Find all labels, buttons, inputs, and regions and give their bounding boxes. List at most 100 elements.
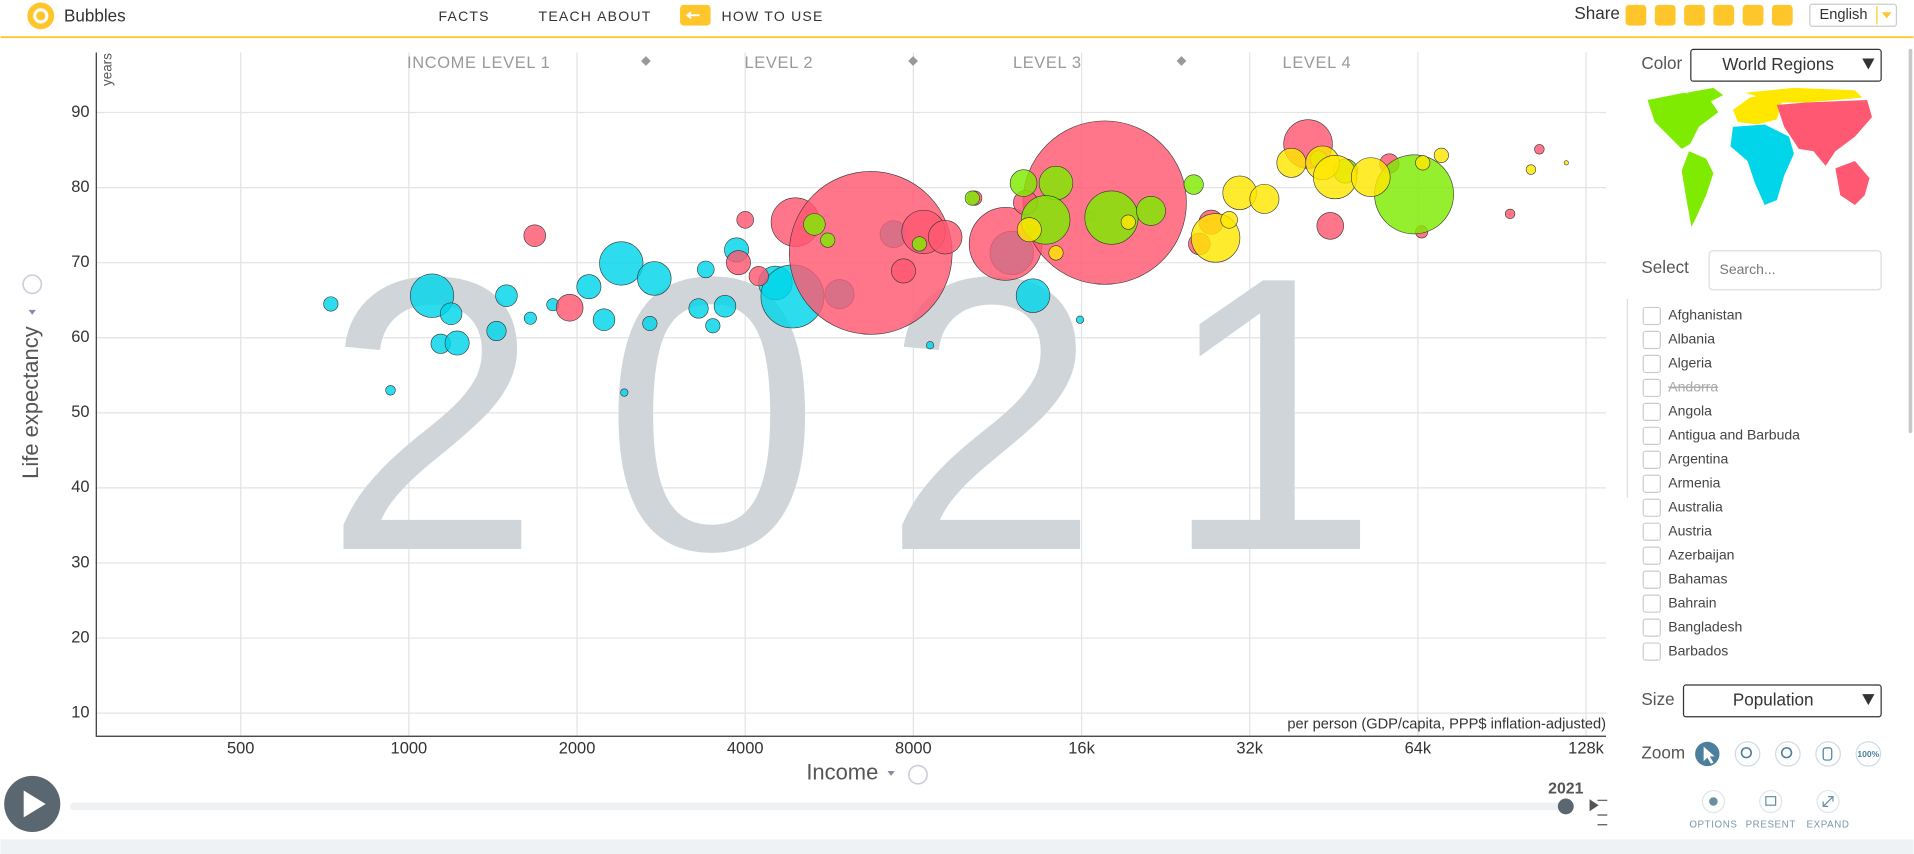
country-name[interactable]: Austria: [1668, 522, 1712, 538]
nav-item[interactable]: TEACH: [539, 8, 593, 24]
country-checkbox[interactable]: [1642, 570, 1661, 589]
slider-end[interactable]: [1589, 799, 1608, 826]
bubble[interactable]: [713, 295, 737, 318]
expand-icon[interactable]: [1816, 789, 1840, 814]
bubble[interactable]: [555, 293, 584, 322]
country-checkbox[interactable]: [1642, 474, 1661, 493]
bubble[interactable]: [1048, 245, 1064, 261]
bubble[interactable]: [444, 330, 470, 356]
bubble[interactable]: [495, 284, 518, 307]
search-box[interactable]: [1708, 250, 1882, 291]
bubble[interactable]: [1136, 195, 1166, 226]
country-name[interactable]: Algeria: [1668, 355, 1712, 371]
bubble[interactable]: [637, 261, 672, 296]
country-checkbox[interactable]: [1642, 378, 1661, 398]
bubble[interactable]: [1249, 183, 1280, 214]
country-checkbox[interactable]: [1642, 306, 1661, 326]
nav-item[interactable]: FACTS: [439, 8, 490, 24]
bubble[interactable]: [1313, 155, 1358, 200]
color-select[interactable]: [1690, 48, 1882, 82]
country-checkbox[interactable]: [1642, 498, 1661, 517]
present-icon[interactable]: [1759, 789, 1783, 814]
how-to-use[interactable]: HOW TO USE: [722, 8, 824, 24]
slider-handle[interactable]: [1557, 798, 1574, 815]
sidebar-button-label[interactable]: OPTIONS: [1689, 819, 1737, 830]
share-embed[interactable]: [1771, 4, 1793, 26]
x-help[interactable]: [908, 764, 928, 785]
bubble[interactable]: [592, 308, 616, 331]
bubble[interactable]: [911, 236, 927, 252]
zoom-in[interactable]: [1734, 741, 1761, 767]
bubble[interactable]: [803, 213, 826, 236]
bubble[interactable]: [697, 260, 715, 279]
zoom-pan[interactable]: [1815, 741, 1841, 767]
bubble[interactable]: [736, 211, 754, 229]
country-checkbox[interactable]: [1642, 642, 1661, 661]
zoom-reset[interactable]: [1855, 741, 1882, 767]
country-name[interactable]: Bahrain: [1668, 594, 1716, 610]
bubble[interactable]: [964, 190, 980, 206]
country-checkbox[interactable]: [1642, 402, 1661, 422]
size-select[interactable]: [1682, 684, 1882, 718]
country-name[interactable]: Australia: [1668, 498, 1723, 514]
bubble[interactable]: [620, 388, 629, 397]
bubble[interactable]: [1016, 217, 1042, 243]
country-checkbox[interactable]: [1642, 450, 1661, 469]
bubble[interactable]: [439, 302, 463, 325]
bubble[interactable]: [928, 219, 963, 255]
sidebar-button-label[interactable]: EXPAND: [1807, 819, 1850, 830]
bubble[interactable]: [1183, 174, 1204, 195]
country-checkbox[interactable]: [1642, 426, 1661, 445]
sidebar-button-label[interactable]: PRESENT: [1746, 819, 1796, 830]
language-select[interactable]: [1809, 3, 1898, 27]
bubble[interactable]: [1433, 147, 1449, 163]
bubble[interactable]: [705, 318, 721, 334]
bubble[interactable]: [523, 311, 537, 325]
bubble[interactable]: [642, 315, 658, 332]
bubble[interactable]: [820, 232, 836, 248]
zoom-out[interactable]: [1775, 741, 1801, 767]
country-checkbox[interactable]: [1642, 546, 1661, 565]
bubble[interactable]: [1415, 155, 1431, 171]
bubble[interactable]: [748, 266, 769, 287]
share-facebook[interactable]: [1684, 4, 1705, 26]
bubble[interactable]: [1120, 214, 1136, 230]
bubble[interactable]: [1276, 147, 1307, 178]
country-name[interactable]: Argentina: [1668, 451, 1728, 467]
bubble[interactable]: [1038, 165, 1074, 201]
bubble[interactable]: [523, 224, 546, 247]
bubble[interactable]: [1220, 211, 1238, 229]
bubble[interactable]: [1525, 164, 1537, 175]
country-checkbox[interactable]: [1642, 354, 1661, 374]
country-name[interactable]: Azerbaijan: [1668, 546, 1734, 562]
share-link[interactable]: [1713, 4, 1735, 26]
bubble[interactable]: [576, 274, 602, 300]
share-download[interactable]: [1742, 4, 1764, 26]
country-checkbox[interactable]: [1642, 330, 1661, 350]
bubble[interactable]: [1504, 208, 1516, 220]
y-help[interactable]: [22, 274, 43, 295]
bubble[interactable]: [1009, 169, 1038, 197]
bubble[interactable]: [1350, 157, 1391, 197]
bubble[interactable]: [599, 241, 644, 286]
bubble[interactable]: [1563, 160, 1569, 166]
country-checkbox[interactable]: [1642, 522, 1661, 541]
options-icon[interactable]: [1701, 789, 1725, 814]
bubble[interactable]: [1075, 315, 1085, 324]
x-axis-label[interactable]: Income: [806, 759, 878, 784]
bubble[interactable]: [486, 320, 507, 342]
share-email[interactable]: [1625, 4, 1647, 26]
bubble[interactable]: [688, 298, 709, 319]
country-checkbox[interactable]: [1642, 594, 1661, 613]
logo[interactable]: [27, 2, 55, 30]
bubble[interactable]: [1015, 278, 1051, 313]
region-map[interactable]: [1647, 87, 1872, 227]
bubble[interactable]: [323, 296, 339, 312]
bubble[interactable]: [1316, 212, 1344, 240]
country-name[interactable]: Antigua and Barbuda: [1668, 427, 1800, 443]
bubble[interactable]: [385, 385, 396, 396]
country-checkbox[interactable]: [1642, 618, 1661, 637]
y-axis-label[interactable]: Life expectancy: [18, 326, 43, 479]
country-name[interactable]: Barbados: [1668, 642, 1728, 658]
country-name[interactable]: Bangladesh: [1668, 618, 1742, 634]
